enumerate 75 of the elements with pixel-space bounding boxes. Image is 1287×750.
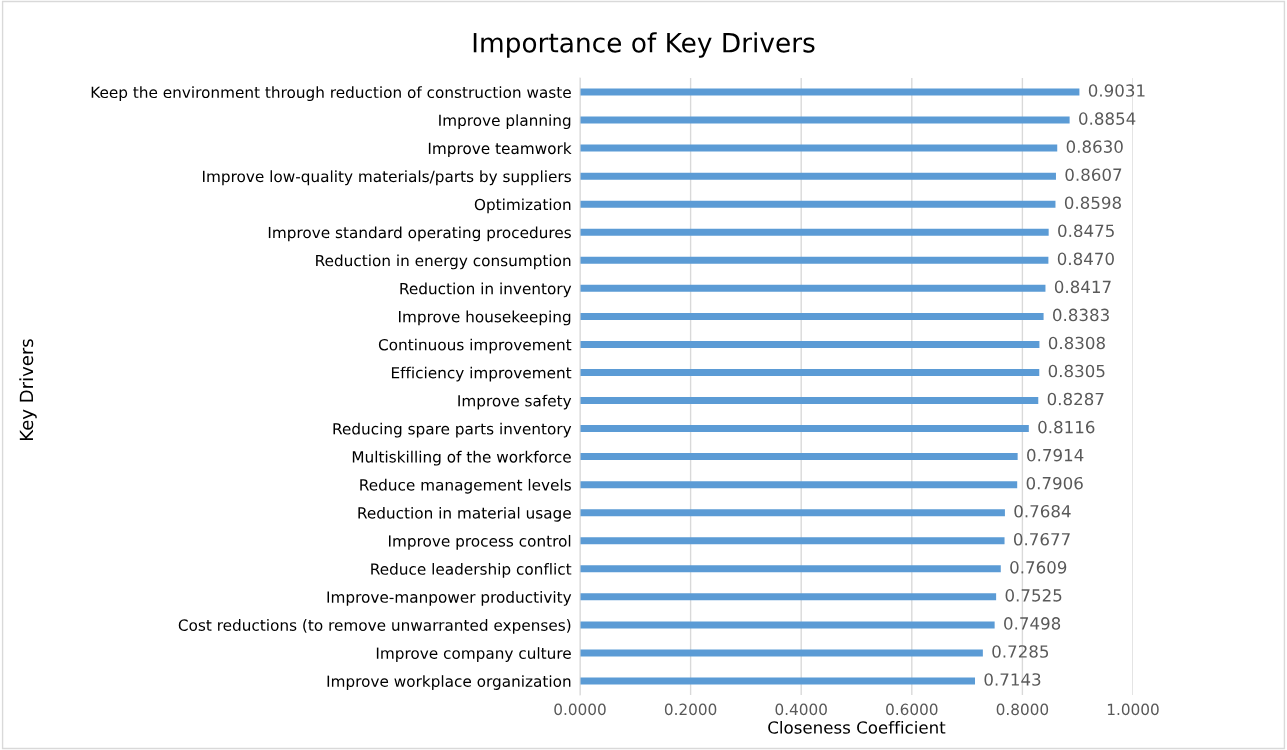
y-axis-title: Key Drivers bbox=[19, 339, 37, 440]
y-tick-label: Improve process control bbox=[388, 534, 571, 550]
y-tick-label: Reduction in inventory bbox=[400, 282, 572, 298]
data-label: 0.7498 bbox=[1004, 617, 1061, 630]
bar bbox=[580, 537, 1005, 545]
data-label: 0.7914 bbox=[1027, 448, 1084, 462]
data-label: 0.8417 bbox=[1054, 280, 1111, 294]
data-label: 0.8287 bbox=[1047, 392, 1104, 406]
data-label: 0.7906 bbox=[1026, 476, 1083, 490]
x-tick-label: 0.8000 bbox=[996, 703, 1049, 716]
y-tick-label: Improve company culture bbox=[376, 647, 571, 662]
bar bbox=[580, 116, 1070, 124]
y-tick-label: Keep the environment through reduction of construction waste bbox=[91, 86, 571, 101]
data-label: 0.8116 bbox=[1038, 420, 1095, 434]
y-tick-label: Improve housekeeping bbox=[399, 310, 571, 326]
y-tick-label: Improve teamwork bbox=[428, 142, 572, 158]
x-tick-label: 0.0000 bbox=[554, 703, 606, 716]
data-label: 0.9031 bbox=[1088, 84, 1145, 97]
data-label: 0.8630 bbox=[1066, 140, 1123, 153]
bar bbox=[580, 340, 1040, 348]
bar bbox=[580, 172, 1056, 180]
y-tick-label: Improve planning bbox=[439, 114, 571, 130]
y-tick-label: Reduction in material usage bbox=[358, 506, 571, 522]
bar bbox=[580, 649, 983, 657]
y-tick-label: Efficiency improvement bbox=[391, 366, 572, 382]
data-label: 0.8308 bbox=[1048, 336, 1105, 350]
y-tick-label: Optimization bbox=[474, 198, 571, 214]
bar bbox=[580, 312, 1044, 320]
data-label: 0.7609 bbox=[1010, 561, 1067, 574]
bar bbox=[580, 397, 1039, 405]
y-tick-label: Cost reductions (to remove unwarranted expenses) bbox=[178, 619, 571, 634]
bar bbox=[580, 621, 995, 629]
y-tick-label: Improve standard operating procedures bbox=[268, 226, 571, 242]
bar bbox=[580, 425, 1029, 433]
data-label: 0.8470 bbox=[1057, 252, 1114, 266]
data-label: 0.7285 bbox=[992, 645, 1049, 658]
y-tick-label: Continuous improvement bbox=[378, 338, 572, 354]
bar bbox=[580, 677, 976, 685]
data-label: 0.7143 bbox=[984, 673, 1041, 686]
bar bbox=[580, 284, 1046, 292]
bar bbox=[580, 256, 1049, 264]
bar bbox=[580, 453, 1018, 461]
bar bbox=[580, 368, 1040, 376]
x-tick-label: 1.0000 bbox=[1107, 703, 1159, 716]
y-tick-label: Multiskilling of the workforce bbox=[352, 450, 571, 466]
y-tick-label: Improve low-quality materials/parts by suppliers bbox=[202, 170, 571, 186]
x-axis-title: Closeness Coefficient bbox=[768, 720, 946, 734]
data-label: 0.8475 bbox=[1058, 224, 1114, 238]
x-tick-label: 0.4000 bbox=[775, 703, 827, 716]
y-tick-label: Improve-manpower productivity bbox=[327, 591, 572, 606]
data-label: 0.7525 bbox=[1005, 589, 1062, 602]
bar bbox=[580, 88, 1080, 96]
data-label: 0.7677 bbox=[1013, 532, 1070, 546]
y-tick-label: Reduce management levels bbox=[360, 478, 571, 494]
data-label: 0.8607 bbox=[1065, 168, 1122, 181]
data-label: 0.8854 bbox=[1079, 112, 1136, 125]
y-tick-label: Reducing spare parts inventory bbox=[333, 422, 572, 438]
data-label: 0.8383 bbox=[1053, 308, 1109, 322]
x-tick-label: 0.6000 bbox=[886, 703, 938, 716]
bar bbox=[580, 228, 1049, 236]
bar bbox=[580, 481, 1018, 489]
chart-title: Importance of Key Drivers bbox=[473, 32, 815, 58]
bar bbox=[580, 565, 1001, 573]
y-tick-label: Improve workplace organization bbox=[327, 675, 571, 690]
bar bbox=[580, 509, 1005, 517]
data-label: 0.8305 bbox=[1048, 364, 1105, 378]
bar bbox=[580, 593, 997, 601]
bar bbox=[580, 200, 1056, 208]
x-tick-label: 0.2000 bbox=[664, 703, 717, 716]
data-label: 0.7684 bbox=[1014, 504, 1071, 518]
y-tick-label: Improve safety bbox=[458, 394, 572, 410]
data-label: 0.8598 bbox=[1064, 196, 1121, 210]
bar bbox=[580, 144, 1058, 152]
y-tick-label: Reduce leadership conflict bbox=[371, 562, 572, 578]
y-tick-label: Reduction in energy consumption bbox=[316, 254, 571, 270]
